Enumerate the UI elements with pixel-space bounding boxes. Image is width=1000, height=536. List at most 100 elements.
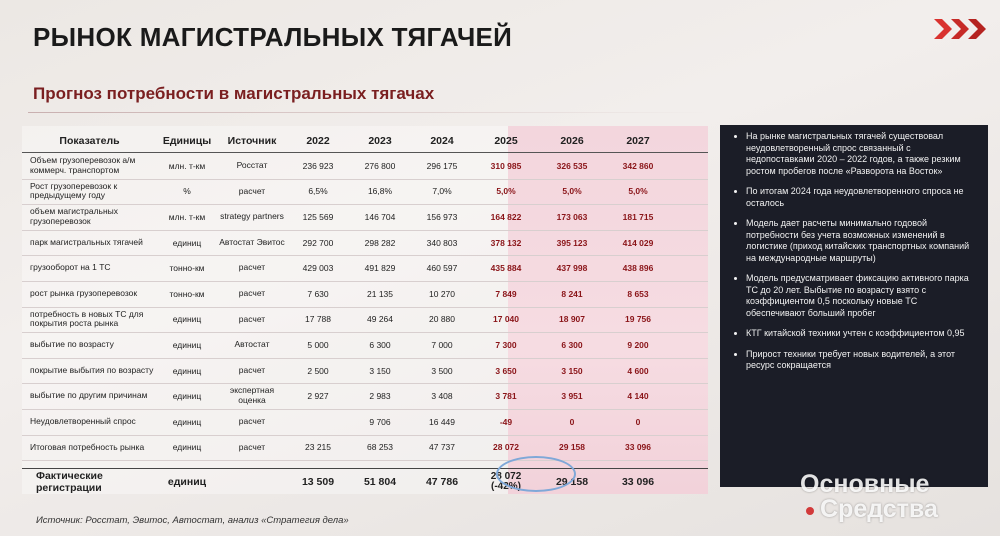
table-row: парк магистральных тягачей единиц Автостат… bbox=[22, 230, 708, 257]
row-unit: тонно-км bbox=[169, 263, 205, 274]
table-cell: 20 880 bbox=[429, 314, 455, 325]
row-unit: млн. т-км bbox=[168, 211, 206, 222]
table-cell: 7 000 bbox=[431, 339, 453, 350]
table-cell: 28 072 bbox=[493, 442, 519, 453]
table-cell: 437 998 bbox=[556, 263, 588, 274]
table-cell: 3 150 bbox=[561, 365, 583, 376]
page-title: РЫНОК МАГИСТРАЛЬНЫХ ТЯГАЧЕЙ bbox=[33, 22, 513, 52]
note-bullet: По итогам 2024 года неудовлетворенного с… bbox=[746, 186, 978, 209]
table-row: выбытие по возрасту единиц Автостат 5 000 6 … bbox=[22, 332, 708, 359]
column-header: Источник bbox=[227, 134, 277, 147]
column-header: 2024 bbox=[430, 135, 454, 147]
watermark-dot-icon bbox=[806, 507, 814, 515]
row-label: Неудовлетворенный спрос bbox=[30, 415, 136, 426]
row-label: выбытие по другим причинам bbox=[30, 390, 148, 401]
table-cell: 7 300 bbox=[495, 339, 517, 350]
row-label: Итоговая потребность рынка bbox=[30, 441, 145, 452]
table-cell: 8 653 bbox=[627, 288, 649, 299]
table-cell: 33 096 bbox=[625, 442, 651, 453]
table-cell: 18 907 bbox=[559, 314, 585, 325]
subtitle-divider bbox=[28, 112, 708, 113]
table-cell: 3 150 bbox=[369, 365, 391, 376]
page-subtitle: Прогноз потребности в магистральных тяга… bbox=[33, 84, 435, 103]
row-source: расчет bbox=[238, 313, 266, 324]
row-label: грузооборот на 1 ТС bbox=[30, 262, 111, 273]
row-source: Автостат Эвитос bbox=[219, 236, 285, 247]
note-bullet: КТГ китайской техники учтен с коэффициен… bbox=[746, 328, 978, 340]
table-cell: 5,0% bbox=[562, 186, 582, 197]
table-cell: 0 bbox=[569, 416, 575, 427]
table-row: объем магистральных грузоперевозок млн. т… bbox=[22, 204, 708, 231]
source-note: Источник: Росстат, Эвитос, Автостат, ана… bbox=[36, 515, 349, 526]
table-cell: 340 803 bbox=[426, 237, 458, 248]
table-cell: 3 951 bbox=[561, 391, 583, 402]
table-cell: 298 282 bbox=[364, 237, 396, 248]
row-label: выбытие по возрасту bbox=[30, 339, 114, 350]
table-cell: 491 829 bbox=[364, 263, 396, 274]
column-header: 2022 bbox=[306, 135, 330, 147]
table-cell: 23 215 bbox=[305, 442, 331, 453]
table-cell: 6 300 bbox=[369, 339, 391, 350]
table-row: Итоговая потребность рынка единиц расчет 23… bbox=[22, 435, 708, 462]
table-cell: 414 029 bbox=[622, 237, 654, 248]
table-cell: 395 123 bbox=[556, 237, 588, 248]
row-label: объем магистральных грузоперевозок bbox=[30, 206, 119, 226]
row-label: потребность в новых ТС для покрытия рост… bbox=[30, 308, 144, 329]
table-row: Неудовлетворенный спрос единиц расчет 9 706… bbox=[22, 409, 708, 436]
table-cell: 7 849 bbox=[495, 288, 517, 299]
watermark-line-2: Средства bbox=[820, 495, 938, 523]
table-cell: 156 973 bbox=[426, 211, 458, 222]
note-bullet: Модель предусматривает фиксацию активног… bbox=[746, 273, 978, 319]
table-cell: 342 860 bbox=[622, 160, 654, 171]
table-cell: -49 bbox=[499, 416, 513, 427]
table-row: рост рынка грузоперевозок тонно-км расчет 7… bbox=[22, 281, 708, 308]
table-cell: 429 003 bbox=[302, 263, 334, 274]
row-source: экспертная оценка bbox=[229, 385, 275, 406]
table-cell: 326 535 bbox=[556, 160, 588, 171]
note-bullet: Модель дает расчеты минимально годовой п… bbox=[746, 218, 978, 264]
table-cell: 3 781 bbox=[495, 391, 517, 402]
table-cell: 68 253 bbox=[367, 442, 393, 453]
note-bullet: На рынке магистральных тягачей существов… bbox=[746, 131, 978, 177]
table-cell: 164 822 bbox=[490, 211, 522, 222]
table-cell: 51 804 bbox=[363, 476, 397, 488]
table-cell: 19 756 bbox=[625, 314, 651, 325]
table-cell: 438 896 bbox=[622, 263, 654, 274]
row-unit: млн. т-км bbox=[168, 160, 206, 171]
table-cell: 21 135 bbox=[367, 288, 393, 299]
table-cell: 460 597 bbox=[426, 263, 458, 274]
table-cell: 13 509 bbox=[301, 476, 335, 488]
table-cell: 47 786 bbox=[425, 476, 459, 488]
table-cell: 296 175 bbox=[426, 160, 458, 171]
row-label: покрытие выбытия по возрасту bbox=[30, 364, 154, 375]
table-cell: 4 600 bbox=[627, 365, 649, 376]
row-unit: единиц bbox=[172, 416, 202, 427]
table-cell: 125 569 bbox=[302, 211, 334, 222]
table-cell: 16,8% bbox=[367, 186, 393, 197]
note-bullet: Прирост техники требует новых водителей,… bbox=[746, 349, 978, 372]
table-cell: 3 650 bbox=[495, 365, 517, 376]
table-row: грузооборот на 1 ТС тонно-км расчет 429 003… bbox=[22, 255, 708, 282]
row-unit: единиц bbox=[172, 314, 202, 325]
row-unit: единиц bbox=[172, 339, 202, 350]
table-cell: 49 264 bbox=[367, 314, 393, 325]
table-cell: 29 158 bbox=[559, 442, 585, 453]
table-cell: 9 200 bbox=[627, 339, 649, 350]
row-source: strategy partners bbox=[220, 211, 284, 222]
row-source: расчет bbox=[238, 364, 266, 375]
table-cell: 310 985 bbox=[490, 160, 522, 171]
table-cell: 7,0% bbox=[432, 186, 452, 197]
column-header: 2023 bbox=[368, 135, 392, 147]
table-cell: 3 408 bbox=[431, 391, 453, 402]
table-cell: 2 983 bbox=[369, 391, 391, 402]
table-cell: 2 500 bbox=[307, 365, 329, 376]
row-source: Росстат bbox=[236, 159, 268, 170]
table-cell: 5,0% bbox=[628, 186, 648, 197]
table-cell: 2 927 bbox=[307, 391, 329, 402]
table-cell: 435 884 bbox=[490, 263, 522, 274]
row-unit: тонно-км bbox=[169, 288, 205, 299]
row-unit: единиц bbox=[172, 237, 202, 248]
table-cell: 276 800 bbox=[364, 160, 396, 171]
highlight-ellipse bbox=[496, 456, 576, 492]
row-source: расчет bbox=[238, 415, 266, 426]
